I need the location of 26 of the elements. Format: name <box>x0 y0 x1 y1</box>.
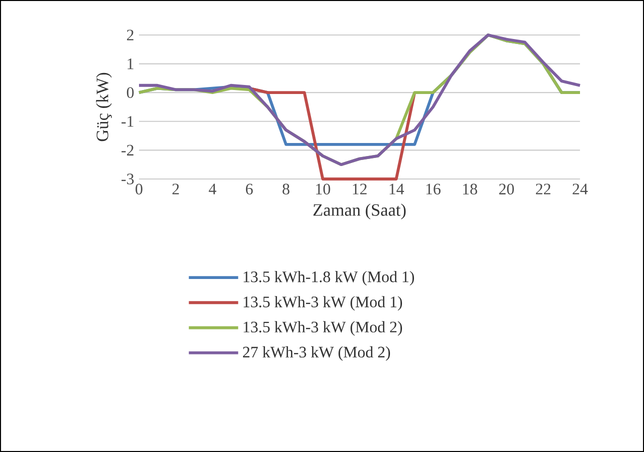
y-tick-label: -3 <box>122 174 134 184</box>
x-tick-label: 18 <box>463 184 478 194</box>
y-tick-label: 2 <box>127 30 134 40</box>
y-tick-label: 0 <box>126 87 134 98</box>
x-tick-label: 20 <box>499 184 514 194</box>
x-tick-label: 12 <box>352 184 367 194</box>
x-tick-label: 2 <box>172 184 179 194</box>
x-tick-label: 16 <box>426 184 441 194</box>
x-tick-label: 14 <box>390 184 404 194</box>
legend-label: 27 kWh-3 kW (Mod 2) <box>243 346 390 361</box>
x-tick-label: 6 <box>246 184 253 194</box>
x-tick-label: 8 <box>282 184 290 194</box>
y-tick-label: -1 <box>122 116 134 127</box>
x-axis-title: Zaman (Saat) <box>313 204 406 220</box>
legend-label: 13.5 kWh-3 kW (Mod 2) <box>244 321 402 336</box>
x-tick-label: 22 <box>536 184 550 194</box>
legend-label: 13.5 kWh-1.8 kW (Mod 1) <box>244 270 414 286</box>
y-tick-label: 1 <box>128 58 134 70</box>
y-axis-title: Güç (kW) <box>96 72 112 142</box>
x-tick-label: 24 <box>572 184 588 194</box>
x-tick-label: 0 <box>136 184 142 194</box>
y-tick-label: -2 <box>122 144 134 156</box>
x-tick-label: 4 <box>208 184 216 194</box>
legend-label: 13.5 kWh-3 kW (Mod 1) <box>244 296 402 311</box>
line-series <box>138 34 582 166</box>
x-tick-label: 10 <box>316 184 330 194</box>
